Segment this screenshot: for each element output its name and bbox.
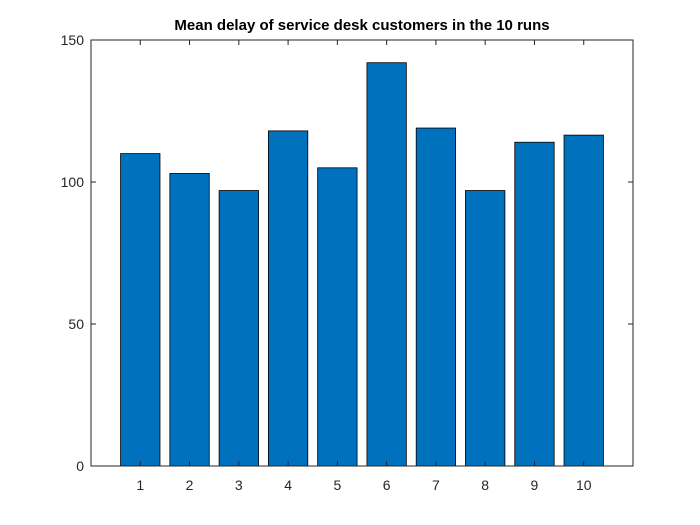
- y-tick-label-0: 0: [76, 458, 84, 474]
- x-tick-label-6: 6: [383, 477, 391, 493]
- x-tick-label-1: 1: [136, 477, 144, 493]
- bar-8: [465, 190, 506, 467]
- bar-1: [120, 153, 161, 467]
- bar-2: [169, 173, 210, 467]
- axes-group: 0 50 100 150 1 2 3 4 5 6 7 8 9 10: [61, 32, 634, 493]
- x-tick-label-5: 5: [333, 477, 341, 493]
- x-tick-label-7: 7: [432, 477, 440, 493]
- x-tick-label-10: 10: [576, 477, 592, 493]
- bar-6: [366, 62, 407, 467]
- x-tick-label-3: 3: [235, 477, 243, 493]
- x-tick-label-4: 4: [284, 477, 292, 493]
- bar-3: [218, 190, 259, 467]
- y-tick-label-150: 150: [61, 32, 85, 48]
- bar-4: [267, 130, 309, 467]
- y-tick-label-50: 50: [68, 316, 84, 332]
- bar-7: [415, 127, 457, 467]
- x-tick-label-9: 9: [531, 477, 539, 493]
- chart-title: Mean delay of service desk customers in …: [174, 17, 549, 34]
- x-tick-label-2: 2: [186, 477, 194, 493]
- x-tick-label-8: 8: [481, 477, 489, 493]
- y-tick-label-100: 100: [61, 174, 85, 190]
- bars-group: [120, 62, 604, 467]
- bar-5: [317, 167, 358, 467]
- axes-box: [90, 39, 634, 467]
- bar-9: [514, 141, 555, 467]
- bar-10: [563, 134, 604, 467]
